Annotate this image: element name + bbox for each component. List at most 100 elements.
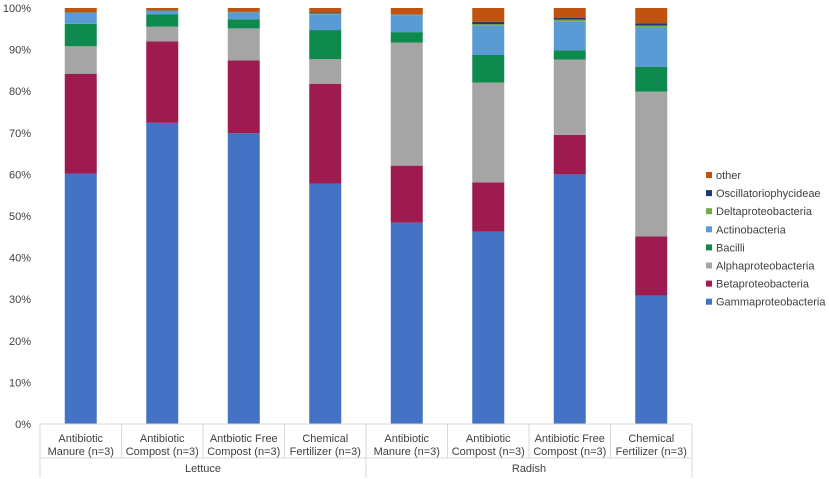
bar-segment-other <box>553 8 586 18</box>
category-label: Antibiotic <box>466 433 511 445</box>
y-tick-label: 60% <box>9 169 31 181</box>
bar-segment-other <box>472 8 505 22</box>
legend-swatch <box>706 190 712 197</box>
y-tick-label: 30% <box>9 294 31 306</box>
bar-segment-actinobacteria <box>472 25 505 56</box>
category-label: Compost (n=3) <box>533 446 606 458</box>
legend-swatch <box>706 280 712 287</box>
bar-segment-other <box>309 8 342 13</box>
bar-segment-betaproteobacteria <box>472 182 505 232</box>
bar-segment-actinobacteria <box>390 15 423 33</box>
legend-swatch <box>706 262 712 269</box>
category-label: Fertilizer (n=3) <box>290 446 361 458</box>
bar-segment-actinobacteria <box>553 21 586 51</box>
category-label: Antbiotic Free <box>210 433 278 445</box>
bar-segment-bacilli <box>146 14 179 27</box>
category-label: Chemical <box>302 433 348 445</box>
bar-segment-gammaproteobacteria <box>390 222 423 424</box>
bar-segment-gammaproteobacteria <box>309 183 342 424</box>
bar-segment-bacilli <box>472 55 505 83</box>
bar-segment-alphaproteobacteria <box>227 28 260 61</box>
legend-swatch <box>706 208 712 215</box>
bar-segment-deltaproteobacteria <box>472 24 505 26</box>
bar-segment-gammaproteobacteria <box>146 122 179 424</box>
bar-segment-betaproteobacteria <box>227 60 260 134</box>
bar-segment-oscillatoriophycideae <box>472 21 505 25</box>
category-label: Manure (n=3) <box>374 446 440 458</box>
legend-entry: Alphaproteobacteria <box>716 261 815 273</box>
bar-segment-gammaproteobacteria <box>553 174 586 424</box>
y-tick-label: 0% <box>15 419 31 431</box>
bar-segment-bacilli <box>553 50 586 60</box>
bar-segment-other <box>635 8 668 24</box>
group-label: Lettuce <box>185 463 221 475</box>
bar-segment-betaproteobacteria <box>635 236 668 296</box>
category-label: Fertilizer (n=3) <box>616 446 687 458</box>
y-tick-label: 70% <box>9 128 31 140</box>
bar-segment-gammaproteobacteria <box>64 173 97 424</box>
bar-segment-oscillatoriophycideae <box>635 23 668 26</box>
bar-segment-alphaproteobacteria <box>553 59 586 135</box>
legend-entry: other <box>716 170 741 182</box>
bar-segment-other <box>146 8 179 11</box>
bar-segment-actinobacteria <box>309 14 342 31</box>
legend-swatch <box>706 226 712 233</box>
bar-segment-gammaproteobacteria <box>227 133 260 424</box>
bar-segment-actinobacteria <box>227 12 260 20</box>
bar-segment-betaproteobacteria <box>64 73 97 174</box>
bar-segment-gammaproteobacteria <box>635 295 668 424</box>
bar-segment-alphaproteobacteria <box>390 42 423 166</box>
bar-segment-bacilli <box>309 30 342 60</box>
bar-segment-alphaproteobacteria <box>472 82 505 183</box>
bar-segment-actinobacteria <box>146 10 179 15</box>
bar-segment-alphaproteobacteria <box>64 46 97 74</box>
bar-segment-betaproteobacteria <box>309 83 342 184</box>
legend-swatch <box>706 298 712 305</box>
category-label: Chemical <box>628 433 674 445</box>
bar-segment-oscillatoriophycideae <box>553 17 586 20</box>
y-tick-label: 100% <box>3 3 31 15</box>
y-tick-label: 80% <box>9 86 31 98</box>
y-tick-label: 10% <box>9 377 31 389</box>
category-label: Antibiotic <box>384 433 429 445</box>
bar-segment-bacilli <box>64 23 97 47</box>
category-label: Antibiotic <box>140 433 185 445</box>
bar-segment-other <box>390 8 423 15</box>
category-label: Compost (n=3) <box>452 446 525 458</box>
legend-entry: Oscillatoriophycideae <box>716 188 821 200</box>
y-tick-label: 20% <box>9 336 31 348</box>
bar-segment-betaproteobacteria <box>553 134 586 175</box>
bar-segment-betaproteobacteria <box>390 165 423 223</box>
category-label: Manure (n=3) <box>48 446 114 458</box>
bar-segment-alphaproteobacteria <box>146 26 179 42</box>
legend-swatch <box>706 172 712 178</box>
category-label: Compost (n=3) <box>126 446 199 458</box>
bar-segment-deltaproteobacteria <box>635 25 668 28</box>
category-label: Compost (n=3) <box>207 446 280 458</box>
bar-segment-other <box>227 8 260 12</box>
legend-entry: Bacilli <box>716 242 745 254</box>
bar-segment-deltaproteobacteria <box>553 19 586 22</box>
bar-segment-actinobacteria <box>64 12 97 24</box>
bar-segment-bacilli <box>227 19 260 29</box>
bar-segment-bacilli <box>635 66 668 92</box>
legend-entry: Gammaproteobacteria <box>716 297 826 309</box>
bar-segment-oscillatoriophycideae <box>309 12 342 14</box>
y-tick-label: 50% <box>9 211 31 223</box>
group-label: Radish <box>512 463 546 475</box>
bar-segment-deltaproteobacteria <box>309 13 342 15</box>
legend-entry: Deltaproteobacteria <box>716 206 813 218</box>
bar-segment-gammaproteobacteria <box>472 231 505 424</box>
bar-segment-actinobacteria <box>635 27 668 67</box>
legend-entry: Actinobacteria <box>716 224 787 236</box>
legend-entry: Betaproteobacteria <box>716 279 810 291</box>
bar-segment-alphaproteobacteria <box>635 91 668 237</box>
bar-segment-other <box>64 8 97 13</box>
legend-swatch <box>706 244 712 251</box>
bar-segment-bacilli <box>390 32 423 43</box>
category-label: Antibiotic Free <box>535 433 605 445</box>
category-label: Antibiotic <box>58 433 103 445</box>
y-tick-label: 40% <box>9 253 31 265</box>
bar-segment-alphaproteobacteria <box>309 59 342 84</box>
